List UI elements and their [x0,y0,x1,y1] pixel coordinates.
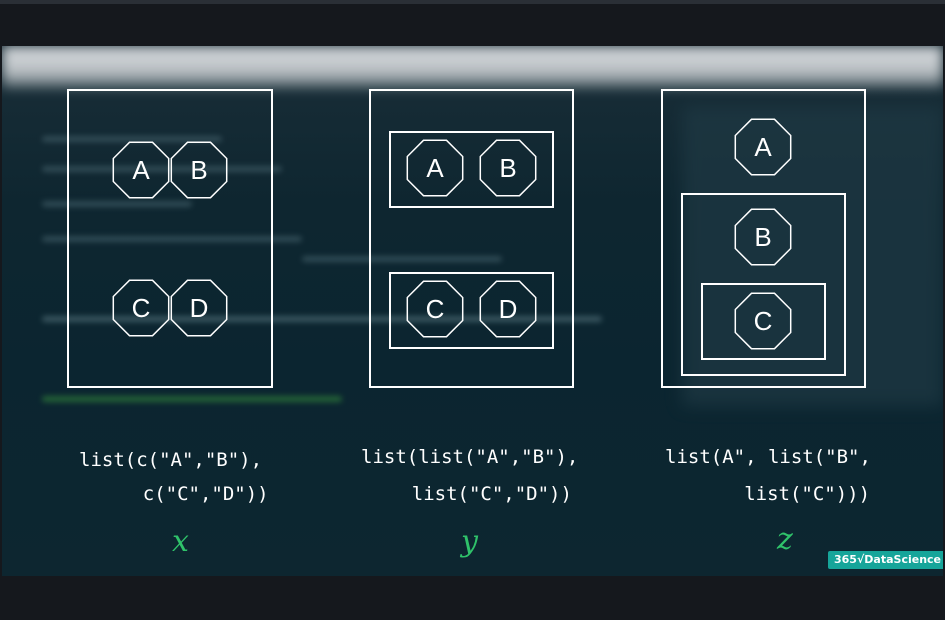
node-label: A [426,153,444,183]
panel-z-inner-box [701,283,826,360]
panel-z-code-line: list(A", list("B", [665,446,871,468]
panel-z-node: A [734,118,792,176]
panel-x-node: A [112,141,170,199]
blurred-code-line [42,316,602,322]
node-label: C [132,293,151,323]
blurred-code-line [42,396,342,402]
blurred-code-line [302,256,502,262]
blurred-menu-bar [2,46,943,88]
panel-x-node: B [170,141,228,199]
panel-z-node: B [734,208,792,266]
panel-y-variable: y [461,524,478,559]
blurred-code-line [42,136,222,142]
panel-z-middle-box [681,193,846,376]
nested-list-diagram: A B C D A B C D [67,89,866,388]
panel-x-variable: x [172,524,189,559]
panel-y-node: A [406,139,464,197]
node-label: D [499,294,518,324]
panel-z-node: C [734,292,792,350]
panel-x-node: C [112,279,170,337]
node-label: C [426,294,445,324]
panel-y-node: C [406,280,464,338]
panel-y-inner-box [389,272,554,349]
node-label: A [754,132,772,162]
panel-z-outer-box [661,89,866,388]
panel-y-node: D [479,280,537,338]
blurred-code-line [42,201,192,207]
node-label: B [190,155,207,185]
node-label: A [132,155,150,185]
panel-y-inner-box [389,131,554,208]
video-frame: A B C D A B C D [2,46,943,576]
node-label: B [754,222,771,252]
bottom-bar [0,576,945,620]
panel-x-code-line: list(c("A","B"), [79,449,263,471]
panel-y-code-line: list(list("A","B"), [361,446,579,468]
panel-y-code-line: list("C","D")) [366,483,572,505]
node-label: D [190,293,209,323]
panel-x-node: D [170,279,228,337]
brand-logo: 365√DataScience [828,551,943,569]
panel-z-code-line: list("C"))) [687,483,871,505]
panel-x-outer-box [67,89,273,388]
panel-x-code-line: c("C","D")) [97,483,269,505]
node-label: C [754,306,773,336]
top-bar [0,0,945,4]
panel-y-node: B [479,139,537,197]
node-label: B [499,153,516,183]
blurred-right-pane [682,106,943,406]
blurred-code-line [42,166,282,172]
panel-z-variable: z [777,522,793,557]
panel-y-outer-box [369,89,574,388]
blurred-code-line [42,236,302,242]
